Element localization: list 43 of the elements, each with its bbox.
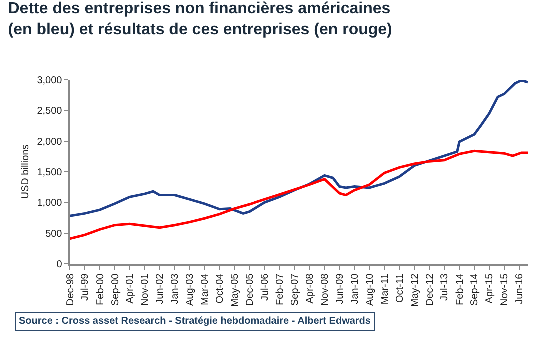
x-tick-label: Jan-10 [350, 273, 361, 304]
x-tick-label: Dec-12 [424, 273, 436, 306]
x-tick-label: Jul-13 [440, 273, 451, 301]
x-tick-label: Mar-11 [380, 273, 391, 305]
line-series [70, 80, 528, 218]
x-tick-label: Jun-02 [155, 273, 166, 304]
x-tick-label: May-05 [230, 273, 241, 308]
chart-title: Dette des entreprises non financières américaines (en bleu) et résultats de ces entreprises (en rouge) [8, 0, 392, 38]
x-tick-label: Feb-00 [95, 273, 106, 306]
line-series [70, 150, 528, 240]
y-tick-label: 500 [46, 228, 63, 240]
x-tick-label: Jul-99 [80, 273, 92, 301]
x-tick-label: Jan-03 [170, 273, 182, 304]
x-tick-label: Nov-15 [500, 273, 511, 306]
x-tick-label: Feb-14 [454, 273, 466, 306]
x-tick-label: Jun-09 [334, 273, 346, 304]
x-tick-label: Dec-98 [65, 273, 76, 306]
x-tick-label: Jul-06 [260, 273, 271, 301]
y-tick-label: 0 [56, 260, 63, 270]
x-tick-label: Nov-01 [140, 273, 152, 306]
x-tick-label: Sep-14 [470, 273, 481, 306]
x-tick-label: Sep-07 [290, 273, 301, 306]
x-tick-label: Feb-07 [275, 273, 286, 306]
y-tick-label: 2,000 [37, 136, 63, 148]
x-tick-label: May-12 [410, 273, 421, 308]
x-tick-label: Sep-00 [110, 273, 122, 306]
x-tick-label: Oct-04 [215, 273, 226, 304]
x-tick-label: Mar-04 [200, 273, 212, 306]
x-tick-label: Jun-16 [514, 273, 526, 304]
x-tick-label: Apr-08 [304, 273, 316, 304]
x-tick-label: Aug-03 [185, 273, 196, 306]
x-tick-label: Apr-01 [125, 273, 136, 304]
y-axis-title: USD billions [20, 144, 32, 200]
source-note: Source : Cross asset Research - Stratégie hebdomadaire - Albert Edwards [19, 316, 372, 327]
y-tick-label: 1,000 [37, 198, 63, 210]
y-tick-label: 3,000 [37, 76, 63, 86]
x-tick-label: Dec-05 [245, 273, 256, 306]
x-tick-label: Oct-11 [394, 273, 406, 304]
y-tick-label: 2,500 [37, 106, 63, 118]
x-tick-label: Aug-10 [364, 273, 376, 306]
x-tick-label: Apr-15 [484, 273, 496, 304]
x-tick-label: Nov-08 [320, 273, 331, 306]
y-tick-label: 1,500 [37, 168, 63, 178]
